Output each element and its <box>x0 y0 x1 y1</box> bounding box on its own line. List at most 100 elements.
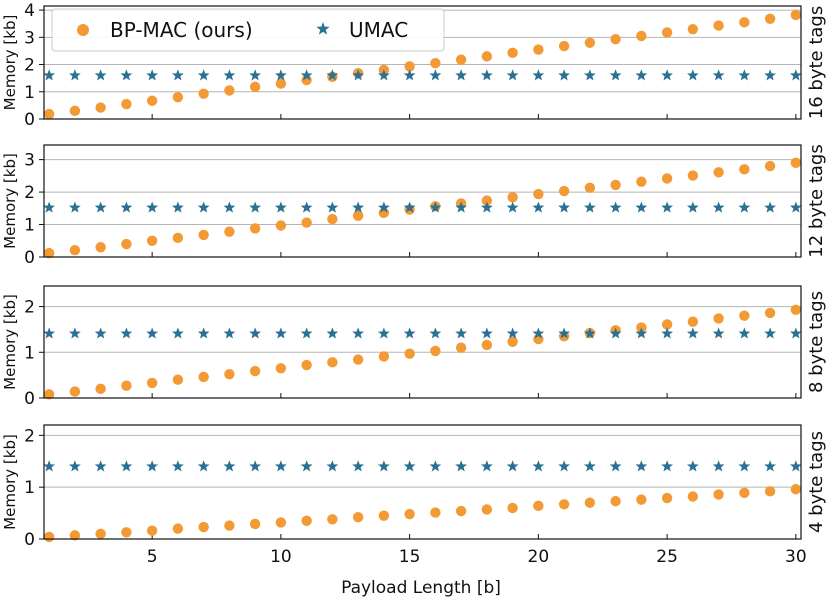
bpmac-point <box>739 487 750 499</box>
umac-point <box>69 327 81 339</box>
y-tick-label: 0 <box>24 530 35 550</box>
umac-point <box>223 201 236 213</box>
umac-point <box>94 327 107 339</box>
bpmac-point <box>275 517 287 528</box>
bpmac-point <box>43 531 55 543</box>
panel-frame <box>43 424 802 540</box>
y-tick-label: 2 <box>24 56 35 76</box>
bpmac-point <box>146 95 158 106</box>
umac-point <box>403 327 416 339</box>
bpmac-point <box>404 61 415 72</box>
umac-point <box>223 460 236 472</box>
umac-point <box>249 201 262 213</box>
bpmac-point <box>584 497 596 508</box>
bpmac-point <box>764 160 776 172</box>
umac-point <box>171 69 184 81</box>
series-umac <box>43 201 802 213</box>
y-axis-label: Memory [kb] <box>1 153 19 249</box>
legend-umac-label: UMAC <box>349 18 408 42</box>
umac-point <box>249 69 262 81</box>
bpmac-point <box>739 310 750 321</box>
umac-point <box>120 327 133 339</box>
umac-point <box>764 460 776 472</box>
bpmac-point <box>687 316 699 327</box>
bpmac-point <box>404 348 415 359</box>
bpmac-point <box>507 47 518 59</box>
y-tick-label: 1 <box>24 83 35 103</box>
bpmac-point <box>224 85 235 96</box>
panel-2: 0 1 2 3 Memory [kb] 12 byte tags <box>1 144 827 268</box>
umac-point <box>120 460 133 472</box>
bpmac-point <box>507 192 518 203</box>
bpmac-point <box>95 528 106 540</box>
umac-point <box>661 460 674 472</box>
umac-point <box>249 327 262 339</box>
bpmac-point <box>764 13 776 24</box>
bpmac-point <box>249 365 261 377</box>
panel-label: 4 byte tags <box>806 431 827 533</box>
series-umac <box>43 327 802 339</box>
panel-3: 0 1 2 Memory [kb] 8 byte tags <box>1 285 827 409</box>
x-axis-label: Payload Length [b] <box>341 578 501 598</box>
umac-point <box>274 327 287 339</box>
umac-point <box>171 460 184 472</box>
panel-label: 12 byte tags <box>806 144 827 257</box>
umac-point <box>274 69 287 81</box>
umac-point <box>558 201 571 213</box>
umac-point <box>300 460 313 472</box>
umac-point <box>326 460 339 472</box>
bpmac-point <box>790 304 802 315</box>
bpmac-point <box>121 98 132 110</box>
bpmac-point <box>558 40 570 52</box>
bpmac-point <box>327 514 338 525</box>
umac-point <box>789 460 802 472</box>
bpmac-point <box>95 102 106 113</box>
x-tick-label: 25 <box>656 547 678 567</box>
umac-point <box>506 201 519 213</box>
umac-point <box>171 201 184 213</box>
bpmac-point <box>43 389 55 400</box>
umac-point <box>455 460 468 472</box>
x-tick-label: 20 <box>528 547 550 567</box>
umac-point <box>635 201 648 213</box>
umac-point <box>661 201 674 213</box>
umac-point <box>300 201 313 213</box>
bpmac-point <box>713 313 724 324</box>
umac-point <box>661 327 674 339</box>
panel-4: 0 1 2 Memory [kb] 4 byte tags <box>1 424 827 550</box>
bpmac-point <box>352 512 364 523</box>
bpmac-point <box>455 342 467 353</box>
bpmac-point <box>378 510 390 521</box>
x-tick-label: 15 <box>399 547 421 567</box>
umac-point <box>609 327 622 339</box>
umac-point <box>609 69 622 81</box>
umac-point <box>403 460 416 472</box>
panel-1: 0 1 2 3 4 Memory [kb] 16 byte tags <box>1 1 827 130</box>
bpmac-point <box>481 504 493 515</box>
y-tick-label: 1 <box>24 216 35 236</box>
umac-point <box>223 327 236 339</box>
bpmac-point <box>275 363 287 374</box>
umac-point <box>789 69 802 81</box>
y-tick-label: 0 <box>24 110 35 130</box>
legend: BP-MAC (ours) UMAC <box>51 8 445 52</box>
umac-point <box>326 201 339 213</box>
bpmac-point <box>558 185 570 197</box>
bpmac-point <box>198 229 209 241</box>
umac-point <box>661 69 674 81</box>
bpmac-point <box>661 492 673 504</box>
umac-point <box>352 460 365 472</box>
umac-point <box>532 460 545 472</box>
umac-point <box>429 327 442 339</box>
bpmac-point <box>507 336 518 347</box>
panel-label: 16 byte tags <box>806 6 827 119</box>
umac-point <box>197 201 210 213</box>
bpmac-point <box>430 57 441 69</box>
umac-point <box>43 327 56 339</box>
umac-point <box>686 69 699 81</box>
umac-point <box>94 69 107 81</box>
umac-point <box>377 327 390 339</box>
bpmac-point <box>69 105 81 117</box>
bpmac-point <box>275 78 287 89</box>
bpmac-point <box>481 195 493 206</box>
